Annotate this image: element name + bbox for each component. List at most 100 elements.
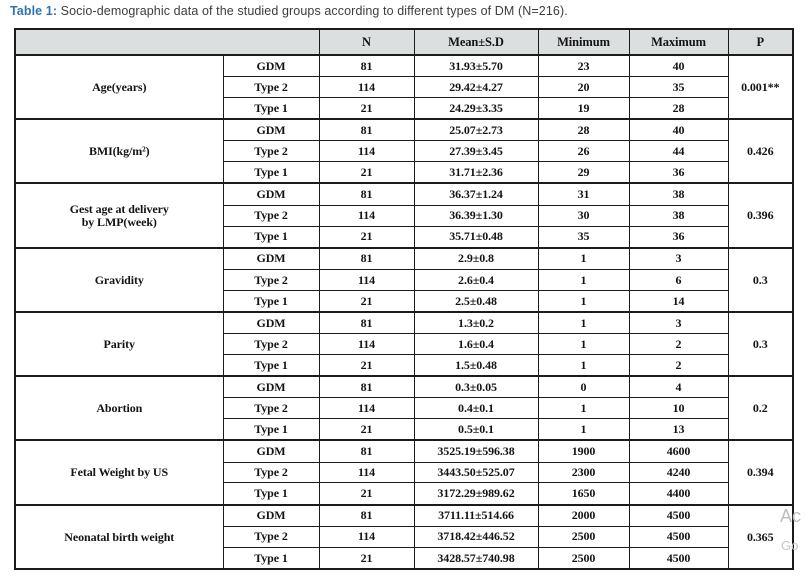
minimum-cell: 35 bbox=[537, 225, 630, 249]
minimum-cell: 19 bbox=[537, 97, 630, 120]
mean-sd-cell: 1.5±0.48 bbox=[413, 354, 539, 377]
mean-sd-cell: 3711.11±514.66 bbox=[413, 503, 539, 527]
header-cell-maximum: Maximum bbox=[628, 28, 729, 56]
minimum-cell: 20 bbox=[537, 76, 630, 99]
mean-sd-cell: 36.39±1.30 bbox=[413, 204, 539, 227]
mean-sd-cell: 36.37±1.24 bbox=[413, 182, 539, 206]
table-row: Type 2 114 0.4±0.1 1 10 bbox=[15, 397, 793, 420]
activation-watermark-line1: Ac bbox=[780, 506, 802, 526]
mean-sd-cell: 3443.50±525.07 bbox=[413, 461, 539, 484]
header-row: N Mean±S.D Minimum Maximum P bbox=[14, 28, 794, 56]
maximum-cell: 6 bbox=[628, 268, 729, 291]
group-cell: Type 1 bbox=[222, 97, 320, 120]
maximum-cell: 3 bbox=[628, 246, 729, 270]
minimum-cell: 29 bbox=[537, 161, 630, 184]
p-value-cell: 0.396 bbox=[727, 182, 794, 249]
mean-sd-cell: 3718.42±446.52 bbox=[413, 525, 539, 548]
maximum-cell: 38 bbox=[628, 182, 729, 206]
variable-cell: Parity bbox=[14, 310, 224, 377]
p-value-cell: 0.3 bbox=[727, 246, 794, 313]
n-cell: 114 bbox=[318, 461, 415, 484]
group-cell: GDM bbox=[222, 118, 320, 142]
maximum-cell: 4500 bbox=[628, 525, 729, 548]
minimum-cell: 31 bbox=[537, 182, 630, 206]
table-row: Type 2 114 3718.42±446.52 2500 4500 bbox=[15, 525, 793, 548]
n-cell: 114 bbox=[318, 333, 415, 355]
table-row: Gest age at delivery by LMP(week) GDM 81 36… bbox=[14, 182, 794, 249]
maximum-cell: 35 bbox=[628, 76, 729, 99]
minimum-cell: 2300 bbox=[537, 461, 630, 484]
mean-sd-cell: 3428.57±740.98 bbox=[413, 546, 539, 570]
minimum-cell: 23 bbox=[537, 54, 630, 78]
minimum-cell: 1 bbox=[537, 246, 630, 270]
minimum-cell: 2000 bbox=[537, 503, 630, 527]
group-cell: Type 2 bbox=[222, 268, 320, 291]
p-value-cell: 0.3 bbox=[727, 310, 794, 377]
n-cell: 81 bbox=[318, 310, 415, 335]
group-cell: Type 2 bbox=[222, 525, 320, 548]
n-cell: 81 bbox=[318, 118, 415, 142]
minimum-cell: 2500 bbox=[537, 525, 630, 548]
mean-sd-cell: 2.9±0.8 bbox=[413, 246, 539, 270]
minimum-cell: 1650 bbox=[537, 482, 630, 506]
maximum-cell: 4240 bbox=[628, 461, 729, 484]
maximum-cell: 10 bbox=[628, 397, 729, 420]
n-cell: 114 bbox=[318, 76, 415, 99]
minimum-cell: 2500 bbox=[537, 546, 630, 570]
group-cell: GDM bbox=[222, 54, 320, 78]
p-value-cell: 0.001** bbox=[727, 53, 794, 120]
p-value-cell: 0.394 bbox=[727, 439, 794, 506]
group-cell: Type 2 bbox=[222, 333, 320, 355]
n-cell: 21 bbox=[318, 482, 415, 506]
table-row: Neonatal birth weight GDM 81 3711.11±514.66… bbox=[14, 503, 794, 570]
group-cell: GDM bbox=[222, 310, 320, 335]
n-cell: 81 bbox=[318, 439, 415, 463]
group-cell: Type 1 bbox=[222, 354, 320, 377]
maximum-cell: 44 bbox=[628, 140, 729, 163]
mean-sd-cell: 2.5±0.48 bbox=[413, 289, 539, 313]
mean-sd-cell: 0.3±0.05 bbox=[413, 375, 539, 399]
group-cell: Type 1 bbox=[222, 418, 320, 441]
minimum-cell: 1 bbox=[537, 397, 630, 420]
n-cell: 81 bbox=[318, 182, 415, 206]
minimum-cell: 1 bbox=[537, 418, 630, 441]
group-cell: Type 1 bbox=[222, 225, 320, 249]
activation-watermark-line2: Go bbox=[781, 538, 799, 553]
table-row: Type 1 21 35.71±0.48 35 36 bbox=[15, 225, 793, 249]
header-cell-minimum: Minimum bbox=[537, 28, 630, 56]
table-caption: Table 1: Socio-demographic data of the s… bbox=[10, 4, 568, 18]
maximum-cell: 3 bbox=[628, 310, 729, 335]
table-caption-text: Socio-demographic data of the studied gr… bbox=[57, 4, 568, 18]
n-cell: 114 bbox=[318, 268, 415, 291]
table-row: Type 1 21 3172.29±989.62 1650 4400 bbox=[15, 482, 793, 506]
table-row: Type 2 114 36.39±1.30 30 38 bbox=[15, 204, 793, 227]
minimum-cell: 1900 bbox=[537, 439, 630, 463]
group-cell: GDM bbox=[222, 246, 320, 270]
p-value-cell: 0.365 bbox=[727, 503, 794, 570]
data-table: N Mean±S.D Minimum Maximum P Age(years) G… bbox=[14, 28, 794, 570]
table-caption-label: Table 1: bbox=[10, 4, 58, 18]
variable-cell: Age(years) bbox=[14, 53, 224, 120]
group-cell: Type 2 bbox=[222, 397, 320, 420]
maximum-cell: 4400 bbox=[628, 482, 729, 506]
table-row: BMI(kg/m²) GDM 81 25.07±2.73 28 40 0.426 bbox=[14, 118, 794, 184]
mean-sd-cell: 0.4±0.1 bbox=[413, 397, 539, 420]
maximum-cell: 2 bbox=[628, 354, 729, 377]
n-cell: 21 bbox=[318, 225, 415, 249]
n-cell: 21 bbox=[318, 161, 415, 184]
mean-sd-cell: 35.71±0.48 bbox=[413, 225, 539, 249]
group-cell: Type 1 bbox=[222, 482, 320, 506]
maximum-cell: 2 bbox=[628, 333, 729, 355]
group-cell: GDM bbox=[222, 503, 320, 527]
variable-cell: Abortion bbox=[14, 375, 224, 441]
n-cell: 81 bbox=[318, 375, 415, 399]
table-row: Type 1 21 3428.57±740.98 2500 4500 bbox=[15, 546, 793, 570]
maximum-cell: 36 bbox=[628, 161, 729, 184]
table-row: Parity GDM 81 1.3±0.2 1 3 0.3 bbox=[14, 310, 794, 377]
group-cell: Type 2 bbox=[222, 76, 320, 99]
minimum-cell: 0 bbox=[537, 375, 630, 399]
mean-sd-cell: 1.3±0.2 bbox=[413, 310, 539, 335]
group-cell: Type 1 bbox=[222, 289, 320, 313]
mean-sd-cell: 31.71±2.36 bbox=[413, 161, 539, 184]
